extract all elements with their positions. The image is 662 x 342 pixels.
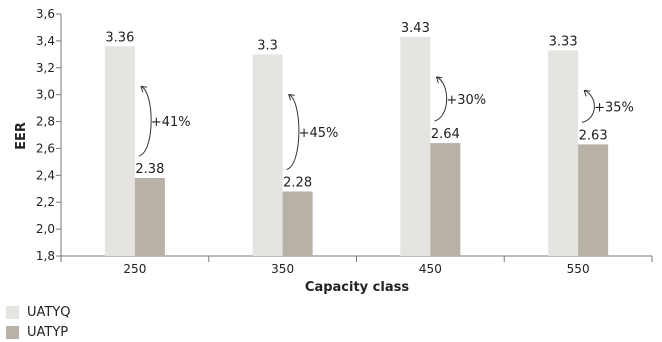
increase-arrow xyxy=(138,85,152,157)
y-tick-label: 2,8 xyxy=(36,115,55,129)
increase-annotation: +30% xyxy=(446,93,486,108)
annotations: +41% +45% +30% +35% xyxy=(138,76,634,170)
x-tick-label: 250 xyxy=(123,262,146,276)
x-tick-label: 450 xyxy=(419,262,442,276)
increase-arrow-head xyxy=(140,85,147,93)
data-label-uatyq-550: 3.33 xyxy=(549,34,578,49)
y-tick-label: 2,0 xyxy=(36,222,55,236)
legend-item-uatyq: UATYQ xyxy=(6,302,71,322)
legend-label-uatyp: UATYP xyxy=(27,324,69,340)
data-labels: 3.36 2.38 3.3 2.28 3.43 2.64 3.33 2.63 xyxy=(105,21,607,191)
bar-uatyq-550 xyxy=(548,50,579,256)
y-tick-label: 3,4 xyxy=(36,34,55,48)
y-axis: 1,8 2,0 2,2 2,4 2,6 2,8 3,0 3,2 3,4 3,6 xyxy=(36,7,62,263)
bars xyxy=(104,36,609,257)
increase-arrow-head xyxy=(583,89,591,97)
bar-uatyp-550 xyxy=(578,144,609,256)
bar-uatyq-250 xyxy=(104,46,135,257)
increase-annotation: +45% xyxy=(299,126,339,141)
increase-arrow xyxy=(286,93,300,170)
y-axis-title: EER xyxy=(14,122,29,150)
increase-arrow-head xyxy=(288,93,295,101)
data-label-uatyp-550: 2.63 xyxy=(579,128,608,143)
y-tick-label: 2,6 xyxy=(36,141,55,155)
bar-uatyp-350 xyxy=(282,191,313,256)
legend-swatch-uatyq xyxy=(6,305,19,319)
data-label-uatyp-350: 2.28 xyxy=(283,175,312,190)
increase-arrow xyxy=(581,89,595,123)
x-axis: 250 350 450 550 xyxy=(60,255,653,276)
y-tick-label: 2,4 xyxy=(36,168,55,182)
y-tick-label: 2,2 xyxy=(36,195,55,209)
y-tick-label: 3,0 xyxy=(36,88,55,102)
data-label-uatyp-450: 2.64 xyxy=(431,127,460,142)
data-label-uatyp-250: 2.38 xyxy=(135,162,164,177)
increase-arrow-head xyxy=(435,76,443,84)
legend: UATYQ UATYP xyxy=(6,302,71,342)
y-tick-label: 3,6 xyxy=(36,7,55,21)
bar-uatyq-350 xyxy=(252,54,283,257)
legend-swatch-uatyp xyxy=(6,325,19,339)
data-label-uatyq-450: 3.43 xyxy=(401,21,430,36)
data-label-uatyq-350: 3.3 xyxy=(257,38,278,53)
legend-label-uatyq: UATYQ xyxy=(27,304,71,320)
legend-item-uatyp: UATYP xyxy=(6,322,71,342)
bar-uatyq-450 xyxy=(400,36,431,256)
data-label-uatyq-250: 3.36 xyxy=(105,30,134,45)
x-tick-label: 550 xyxy=(567,262,590,276)
y-tick-label: 1,8 xyxy=(36,249,55,263)
bar-uatyp-450 xyxy=(430,143,461,256)
y-tick-label: 3,2 xyxy=(36,61,55,75)
bar-uatyp-250 xyxy=(134,178,165,256)
increase-annotation: +41% xyxy=(151,115,191,130)
x-axis-title: Capacity class xyxy=(305,280,409,295)
increase-arrow xyxy=(434,76,448,122)
increase-annotation: +35% xyxy=(594,100,634,115)
x-tick-label: 350 xyxy=(271,262,294,276)
